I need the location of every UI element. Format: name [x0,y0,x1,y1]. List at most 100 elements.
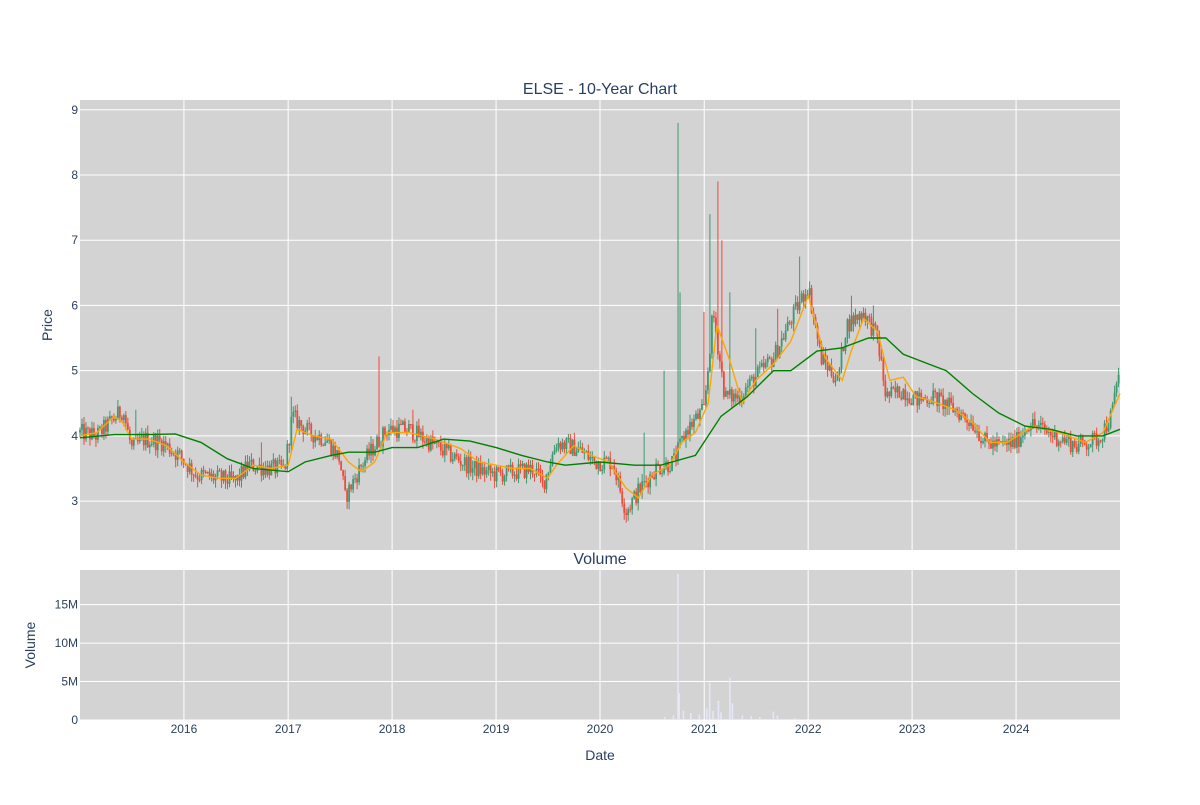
price-y-tick: 5 [71,364,78,378]
candle-body [475,460,478,477]
candle-body [198,479,201,481]
candle-body [938,392,941,406]
date-axis-title: Date [585,747,615,763]
candle-body [605,457,608,459]
candle-body [477,462,480,477]
candle-body [679,438,681,443]
candle-body [990,443,992,449]
candle-body [404,421,406,432]
candle-body [786,321,789,331]
candle-body [998,439,1000,442]
candle-body [130,440,133,446]
candle-body [521,463,524,467]
candle-body [1019,437,1022,447]
candle-body [511,464,514,476]
candle-body [1061,437,1064,442]
volume-bar [750,716,753,720]
candle-body [164,441,167,446]
candle-body [519,464,522,467]
candle-body [892,387,895,389]
candle-body [904,389,907,401]
candle-body [978,431,980,441]
candle-body [274,459,277,474]
candle-body [463,457,466,466]
candle-body [473,460,476,469]
candle-body [216,470,219,477]
candle-body [972,422,974,431]
volume-bar [698,714,701,720]
candle-body [744,387,747,397]
candle-body [1018,432,1020,447]
candle-body [551,454,554,466]
candle-body [818,338,821,345]
candle-body [445,444,448,449]
candle-body [724,390,727,397]
candle-body [260,464,263,476]
candle-body [872,323,875,336]
candle-body [665,461,667,469]
candle-body [222,470,225,481]
candle-body [136,438,139,442]
candle-body [1071,441,1074,453]
candle-body [629,509,632,511]
candle-body [288,443,291,446]
candle-body [412,424,414,441]
volume-axis-title: Volume [22,621,38,668]
candle-body [936,392,939,406]
candle-body [272,459,275,464]
candle-body [685,430,687,441]
candle-body [591,457,594,459]
candle-body [942,395,945,410]
candle-body [844,338,847,352]
candle-body [258,464,261,467]
candle-body [655,463,658,480]
moving-average-line-2 [79,337,1121,473]
candle-body [415,425,418,441]
candle-body [270,463,273,476]
candle-body [826,362,829,371]
candle-body [451,459,454,462]
candle-body [85,427,87,440]
candle-body [262,467,265,476]
candle-body [607,457,610,459]
candle-body [926,398,929,404]
candle-body [800,293,803,302]
candle-body [756,367,759,378]
volume-y-tick: 10M [55,636,78,650]
candle-body [924,397,927,399]
candle-body [437,441,440,443]
candle-body [352,479,354,490]
candle-body [639,483,642,493]
candle-body [366,448,368,461]
candle-body [709,353,711,372]
candle-body [1047,431,1050,433]
candle-body [720,361,723,373]
candle-body [515,474,518,479]
candle-body [370,443,372,456]
candle-body [1109,410,1112,428]
candle-body [673,453,675,457]
candle-body [930,403,933,405]
candle-body [1073,441,1076,447]
date-x-tick: 2016 [171,722,198,736]
candle-body [453,453,456,460]
candle-body [180,450,183,459]
moving-average-lines [79,293,1121,499]
candle-body [172,453,175,455]
candle-body [284,464,287,469]
candle-body [900,397,903,400]
candle-body [264,467,267,475]
date-x-tick: 2020 [587,722,614,736]
volume-bar [793,717,796,720]
candle-body [1012,437,1014,448]
candle-body [1043,424,1046,431]
candle-body [465,457,468,474]
candle-body [250,459,253,462]
candle-body [1065,439,1068,443]
volume-bar [708,683,711,720]
candle-body [726,390,729,395]
candle-body [431,436,434,444]
candle-body [838,368,841,375]
candle-body [410,424,412,426]
